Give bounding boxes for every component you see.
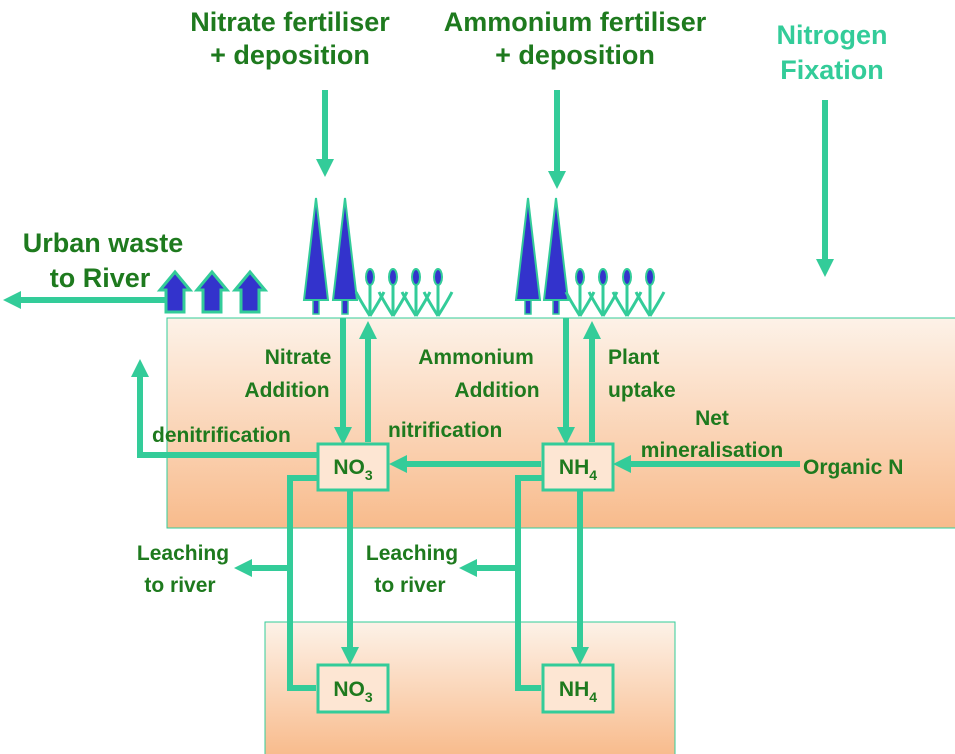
plant: [422, 282, 454, 317]
label: Ammonium Addition: [418, 346, 539, 402]
subscript: 3: [365, 467, 373, 483]
plant-bud: [575, 268, 585, 286]
node-label: NH4: [559, 678, 597, 705]
node-label: NH4: [559, 456, 597, 483]
arrow: [287, 475, 318, 691]
plant: [634, 282, 666, 317]
house: [193, 269, 231, 314]
plant-bud: [645, 268, 655, 286]
plant-bud: [598, 268, 608, 286]
plant: [587, 282, 619, 317]
node-box: [316, 442, 390, 492]
node-box: [316, 663, 390, 714]
arrow: [515, 475, 543, 691]
line: Nitrate: [265, 346, 332, 369]
formula: NH: [559, 456, 589, 479]
plant-bud: [411, 268, 421, 286]
subscript: 4: [589, 689, 597, 705]
label: denitrification: [152, 424, 291, 447]
tree: [331, 197, 359, 301]
plant-bud: [388, 268, 398, 286]
formula: NO: [333, 456, 365, 479]
line: to river: [144, 574, 215, 597]
nodes: NO3 NH4 NO3 NH4: [316, 442, 615, 714]
line: Nitrogen: [777, 20, 888, 50]
line: uptake: [608, 379, 676, 402]
line: + deposition: [210, 40, 370, 70]
line: to river: [374, 574, 445, 597]
label: nitrification: [388, 419, 502, 442]
line: Fixation: [780, 55, 884, 85]
label: Nitrate fertiliser + deposition: [190, 7, 390, 70]
label: Nitrogen Fixation: [777, 20, 888, 85]
line: Ammonium: [418, 346, 534, 369]
node-box: [541, 442, 615, 492]
plant: [400, 282, 432, 317]
label: Urban waste to River: [23, 228, 184, 293]
plant: [564, 282, 596, 317]
arrows: [3, 90, 834, 691]
line: Ammonium fertiliser: [444, 7, 707, 37]
line: mineralisation: [641, 439, 783, 462]
label: Plant uptake: [608, 346, 676, 402]
label: Organic N: [803, 456, 903, 479]
plant-bud: [622, 268, 632, 286]
line: Plant: [608, 346, 659, 369]
line: Leaching: [366, 542, 458, 565]
line: Net: [695, 407, 729, 430]
plant: [354, 282, 386, 317]
label: Leaching to river: [137, 542, 229, 597]
line: + deposition: [495, 40, 655, 70]
plant: [611, 282, 643, 317]
house: [156, 269, 194, 314]
arrow: [131, 359, 318, 458]
formula: NO: [333, 678, 365, 701]
line: Nitrate fertiliser: [190, 7, 390, 37]
topsoil: [166, 317, 955, 529]
labels: Nitrate fertiliser + deposition Ammonium …: [23, 7, 904, 597]
node-box: [541, 663, 615, 714]
label: Net mineralisation: [641, 407, 783, 462]
line: Leaching: [137, 542, 229, 565]
plant-bud: [433, 268, 443, 286]
label: Nitrate Addition: [244, 346, 331, 402]
subscript: 4: [589, 467, 597, 483]
label: Leaching to river: [366, 542, 458, 597]
line: Urban waste: [23, 228, 184, 258]
line: Addition: [244, 379, 329, 402]
plant: [377, 282, 409, 317]
line: to River: [50, 263, 151, 293]
node-label: NO3: [333, 678, 373, 705]
subscript: 3: [365, 689, 373, 705]
tree: [514, 197, 542, 301]
node-label: NO3: [333, 456, 373, 483]
tree: [302, 197, 330, 301]
tree: [542, 197, 570, 301]
label: Ammonium fertiliser + deposition: [444, 7, 707, 70]
line: Addition: [454, 379, 539, 402]
plant-bud: [365, 268, 375, 286]
house: [231, 269, 269, 314]
formula: NH: [559, 678, 589, 701]
decorations: [156, 197, 666, 317]
